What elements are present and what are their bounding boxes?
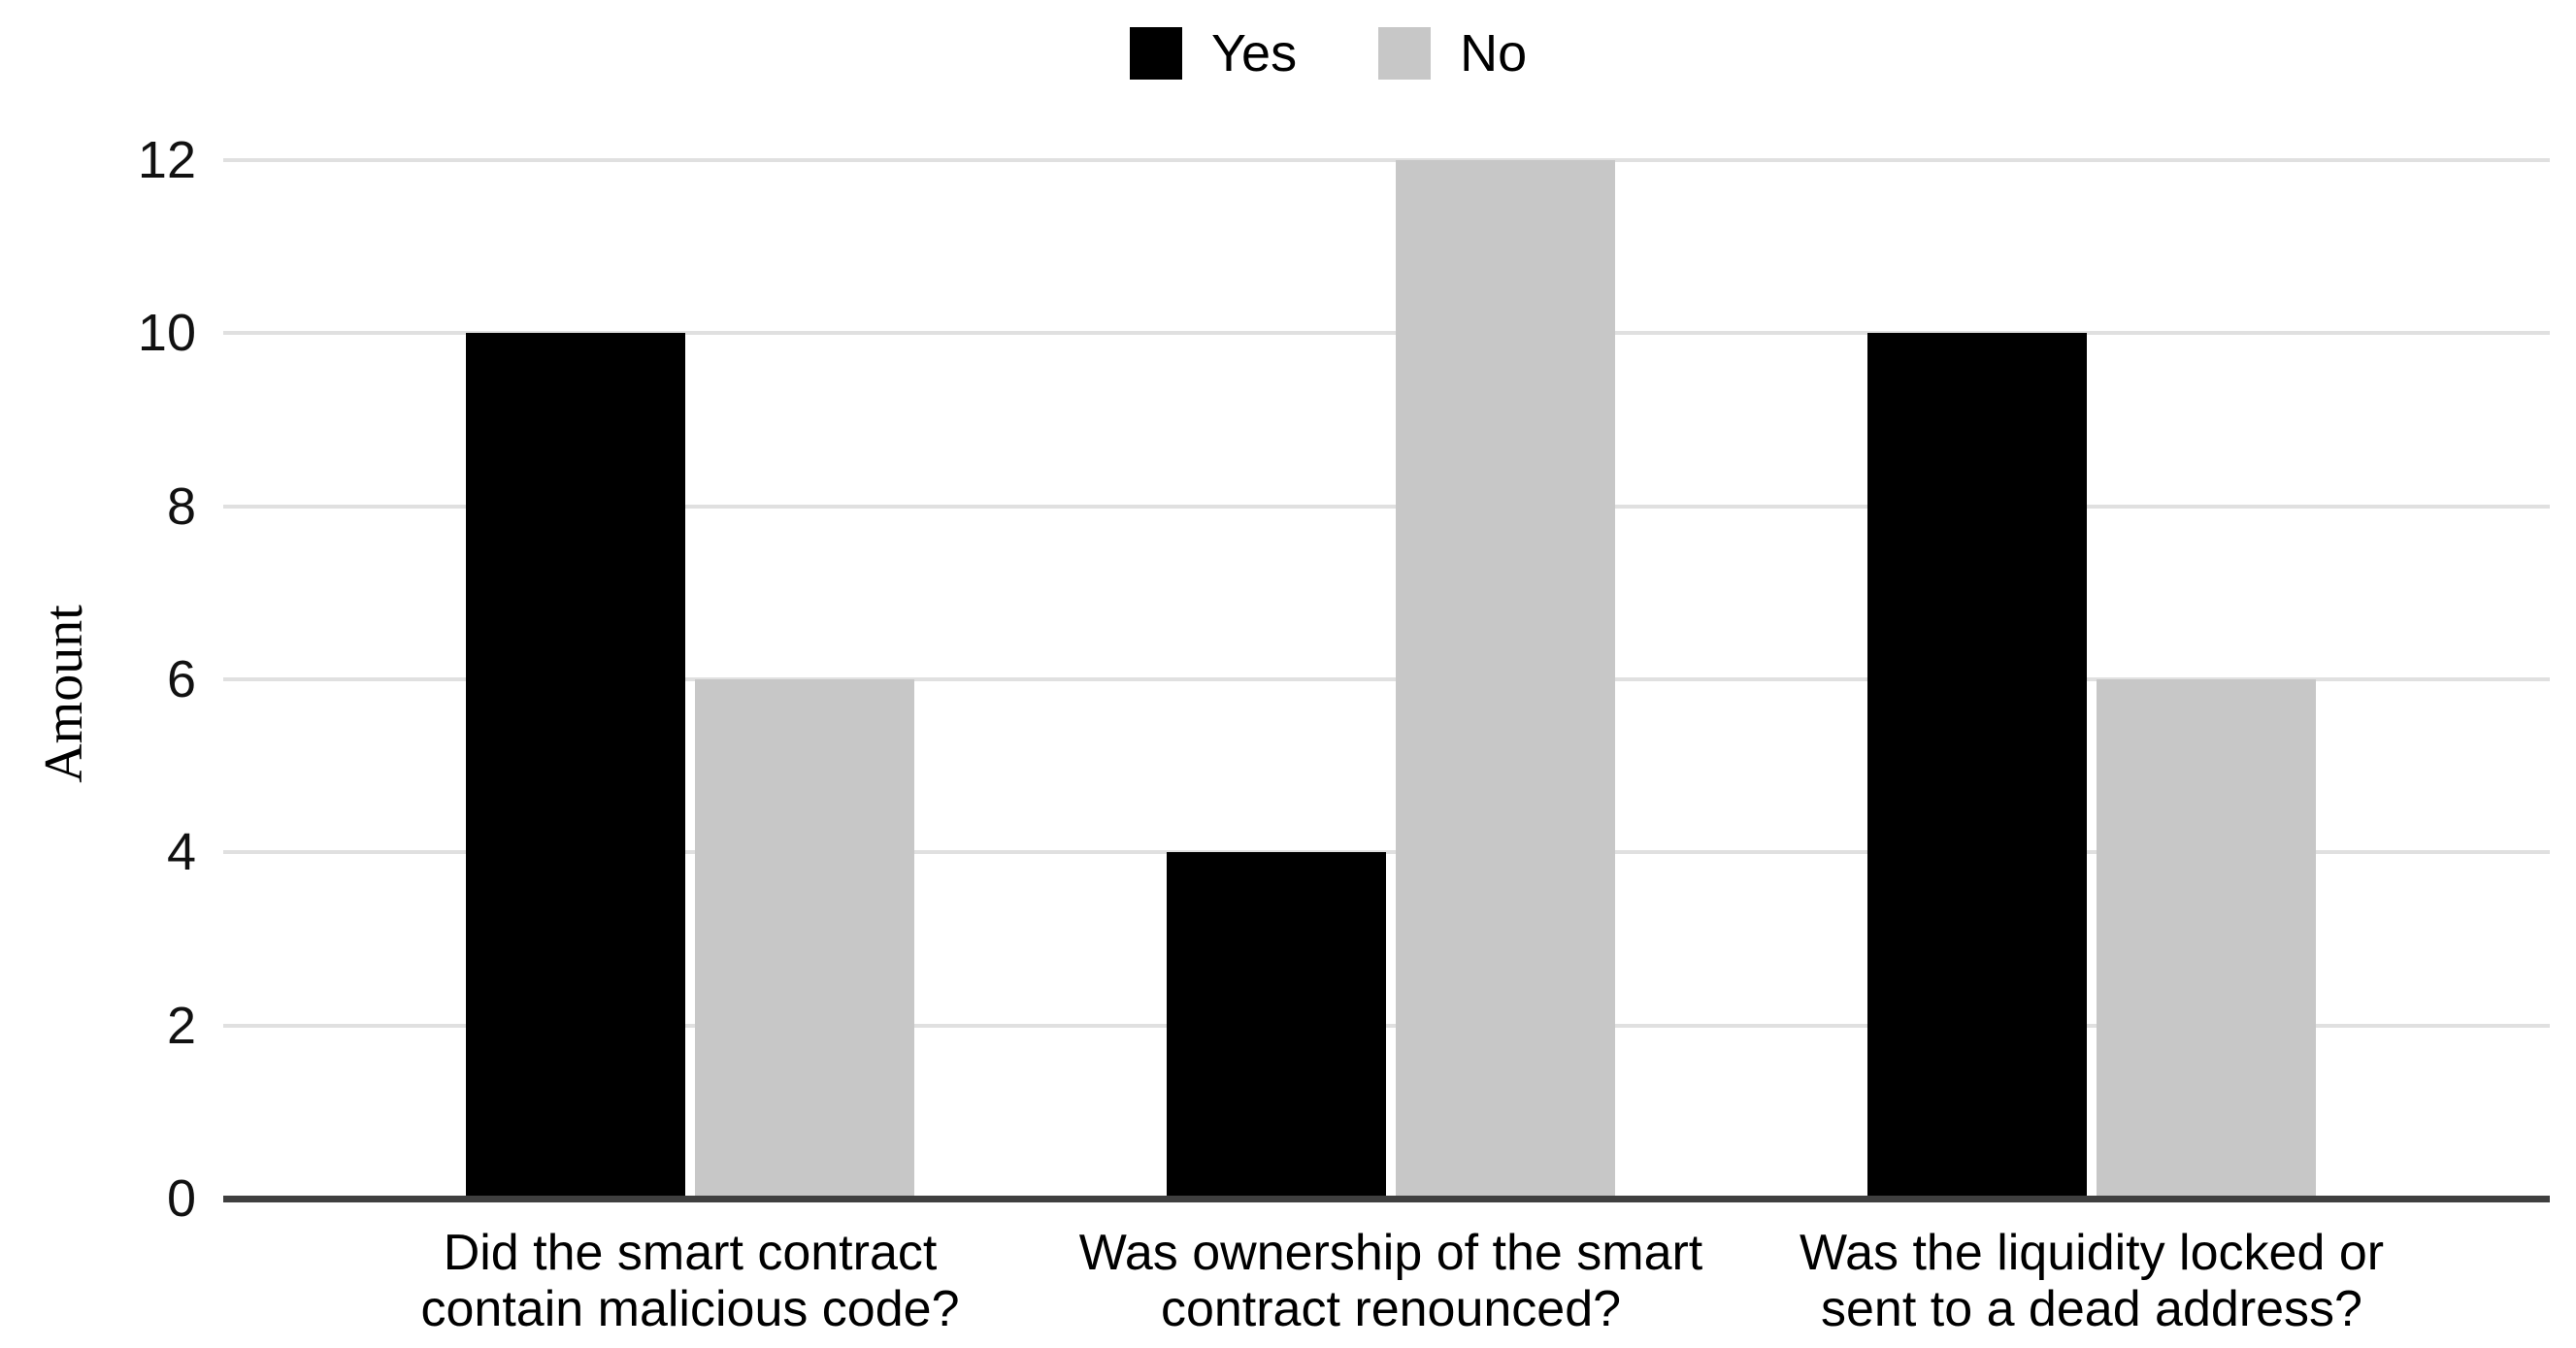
gridline-4 xyxy=(223,850,2550,855)
legend-label-no: No xyxy=(1460,24,1528,82)
gridline-6 xyxy=(223,677,2550,681)
legend-item-no: No xyxy=(1378,23,1527,83)
x-category-label-3: Was the liquidity locked or sent to a dea… xyxy=(1703,1225,2480,1337)
legend-label-yes: Yes xyxy=(1211,24,1298,82)
y-tick-label-6: 6 xyxy=(166,650,196,708)
x-category-label-2: Was ownership of the smart contract renou… xyxy=(1003,1225,1779,1337)
gridline-10 xyxy=(223,331,2550,336)
y-tick-label-12: 12 xyxy=(137,131,196,189)
x-category-label-line: Did the smart contract xyxy=(443,1225,938,1281)
y-tick-label-10: 10 xyxy=(137,304,196,363)
x-category-label-line: contain malicious code? xyxy=(420,1281,960,1337)
bar-no-group-2 xyxy=(1396,160,1615,1199)
y-tick-label-0: 0 xyxy=(166,1169,196,1228)
bar-no-group-1 xyxy=(695,679,914,1199)
x-category-label-line: contract renounced? xyxy=(1160,1281,1622,1337)
gridline-2 xyxy=(223,1023,2550,1028)
y-tick-label-2: 2 xyxy=(166,996,196,1055)
legend-swatch-yes xyxy=(1130,27,1182,80)
y-tick-label-8: 8 xyxy=(166,477,196,536)
x-axis-line xyxy=(223,1196,2550,1202)
x-category-label-line: Was the liquidity locked or xyxy=(1799,1225,2385,1281)
bar-no-group-3 xyxy=(2097,679,2316,1199)
y-tick-label-4: 4 xyxy=(166,823,196,882)
legend: Yes No xyxy=(1130,23,1527,83)
legend-item-yes: Yes xyxy=(1130,23,1297,83)
x-category-label-1: Did the smart contract contain malicious … xyxy=(302,1225,1078,1337)
gridline-8 xyxy=(223,504,2550,509)
x-category-label-line: Was ownership of the smart xyxy=(1078,1225,1703,1281)
bar-yes-group-3 xyxy=(1867,333,2087,1199)
gridline-12 xyxy=(223,158,2550,162)
legend-swatch-no xyxy=(1378,27,1432,80)
x-category-label-line: sent to a dead address? xyxy=(1821,1281,2362,1337)
bar-yes-group-1 xyxy=(466,333,685,1199)
bar-yes-group-2 xyxy=(1167,852,1386,1199)
